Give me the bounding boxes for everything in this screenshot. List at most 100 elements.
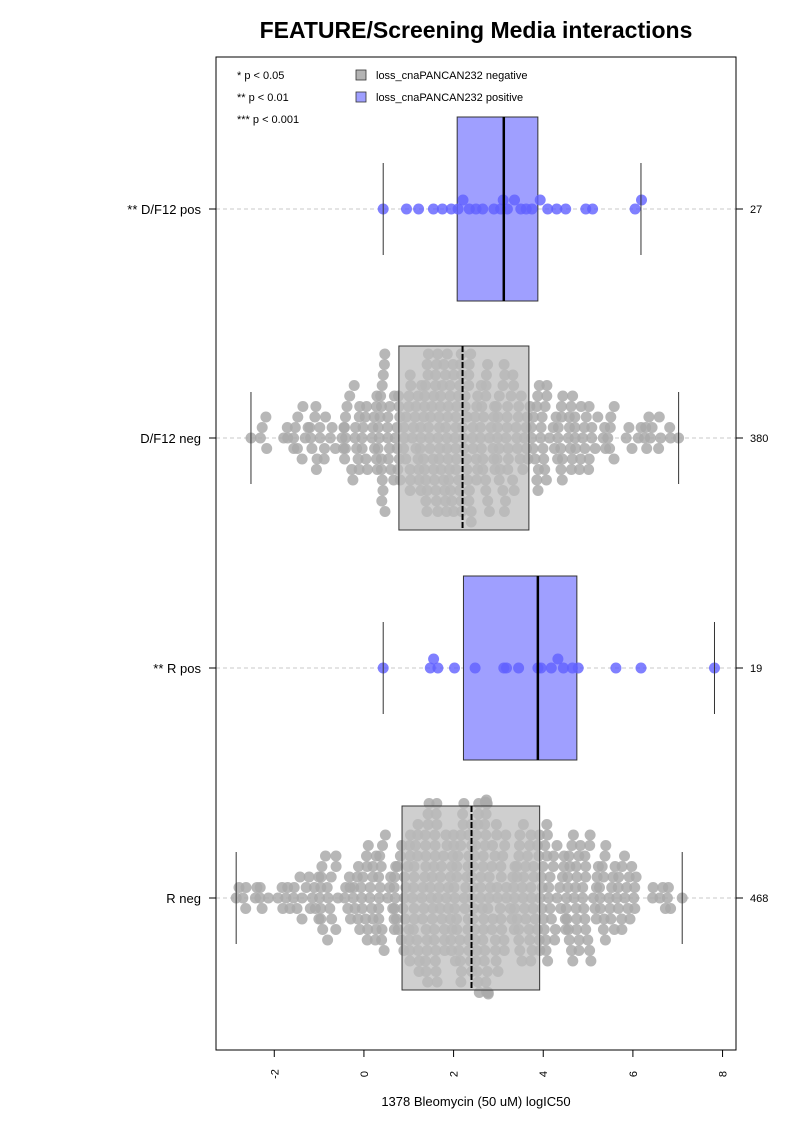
data-point-negative bbox=[360, 453, 372, 465]
data-point-negative bbox=[661, 892, 673, 904]
data-point-negative bbox=[300, 882, 312, 893]
data-point-negative bbox=[555, 464, 567, 475]
data-point-negative bbox=[376, 495, 388, 507]
data-point-negative bbox=[296, 453, 308, 465]
data-point-negative bbox=[537, 913, 549, 925]
data-point-negative bbox=[665, 903, 677, 914]
data-point-negative bbox=[580, 861, 592, 872]
data-point-positive bbox=[557, 662, 569, 674]
data-point-negative bbox=[644, 432, 656, 444]
data-point-negative bbox=[575, 453, 587, 465]
data-point-negative bbox=[543, 882, 555, 893]
data-point-negative bbox=[597, 924, 609, 935]
data-point-negative bbox=[254, 432, 266, 444]
data-point-negative bbox=[577, 892, 589, 904]
data-point-positive bbox=[427, 203, 439, 215]
data-point-negative bbox=[343, 871, 355, 883]
data-point-negative bbox=[281, 422, 293, 433]
data-point-negative bbox=[535, 432, 547, 444]
data-point-negative bbox=[288, 882, 300, 893]
data-point-negative bbox=[653, 411, 665, 423]
data-point-negative bbox=[372, 422, 384, 433]
data-point-negative bbox=[320, 850, 331, 862]
group-guide-lines bbox=[216, 208, 736, 899]
data-point-negative bbox=[563, 934, 575, 946]
data-point-negative bbox=[339, 453, 351, 465]
data-point-negative bbox=[330, 924, 342, 935]
data-point-positive bbox=[436, 203, 448, 215]
data-point-negative bbox=[324, 432, 336, 444]
data-point-negative bbox=[310, 401, 322, 412]
data-point-negative bbox=[596, 861, 608, 872]
data-point-negative bbox=[567, 390, 579, 402]
data-point-negative bbox=[339, 892, 351, 904]
data-point-negative bbox=[315, 903, 327, 914]
data-point-negative bbox=[545, 913, 557, 925]
data-point-negative bbox=[531, 401, 543, 412]
data-point-negative bbox=[303, 871, 315, 883]
data-point-negative bbox=[628, 892, 640, 904]
axes: ** D/F12 pos 27 D/F12 neg 380 ** R pos 19 R ne… bbox=[127, 202, 768, 1079]
data-point-negative bbox=[604, 443, 616, 454]
data-point-negative bbox=[604, 422, 616, 433]
data-point-negative bbox=[339, 422, 350, 433]
data-point-negative bbox=[531, 474, 543, 486]
data-point-negative bbox=[552, 432, 564, 444]
data-point-negative bbox=[547, 861, 559, 872]
data-point-negative bbox=[292, 411, 304, 423]
data-point-negative bbox=[373, 892, 385, 904]
data-point-negative bbox=[304, 422, 316, 433]
data-point-negative bbox=[612, 903, 624, 914]
data-point-negative bbox=[340, 432, 352, 444]
data-point-negative bbox=[551, 840, 563, 851]
data-point-negative bbox=[664, 422, 676, 433]
data-point-negative bbox=[340, 411, 351, 423]
data-point-negative bbox=[532, 485, 544, 496]
data-point-negative bbox=[539, 840, 551, 851]
data-point-negative bbox=[626, 861, 638, 872]
data-point-negative bbox=[536, 411, 548, 423]
data-point-negative bbox=[378, 359, 390, 370]
data-point-negative bbox=[391, 913, 402, 925]
data-point-negative bbox=[630, 871, 642, 883]
data-point-negative bbox=[256, 422, 268, 433]
data-point-negative bbox=[379, 829, 391, 841]
data-point-negative bbox=[604, 903, 616, 914]
data-point-positive bbox=[552, 653, 564, 665]
data-point-negative bbox=[549, 934, 561, 946]
data-point-negative bbox=[540, 934, 552, 946]
data-point-positive bbox=[413, 203, 425, 215]
data-point-negative bbox=[317, 924, 329, 935]
data-point-negative bbox=[392, 924, 404, 935]
data-point-negative bbox=[544, 871, 556, 883]
data-point-negative bbox=[388, 882, 400, 893]
data-point-negative bbox=[354, 924, 366, 935]
data-point-negative bbox=[527, 443, 539, 454]
data-point-negative bbox=[382, 432, 394, 444]
data-point-negative bbox=[529, 453, 541, 465]
significance-key: * p < 0.05 ** p < 0.01 *** p < 0.001 bbox=[237, 70, 299, 126]
data-point-negative bbox=[573, 945, 585, 956]
data-point-negative bbox=[373, 871, 385, 883]
data-point-negative bbox=[565, 401, 577, 412]
data-point-negative bbox=[619, 892, 631, 904]
data-point-negative bbox=[392, 861, 404, 872]
data-point-negative bbox=[552, 422, 564, 433]
data-point-negative bbox=[533, 380, 545, 391]
data-point-negative bbox=[357, 871, 369, 883]
data-point-negative bbox=[616, 924, 628, 935]
data-point-negative bbox=[602, 432, 614, 444]
data-point-positive bbox=[401, 203, 412, 215]
data-point-negative bbox=[556, 474, 568, 486]
data-point-negative bbox=[374, 850, 386, 862]
data-point-negative bbox=[571, 871, 583, 883]
data-point-negative bbox=[382, 453, 394, 465]
data-point-negative bbox=[643, 411, 655, 423]
data-point-negative bbox=[348, 380, 360, 391]
data-point-negative bbox=[309, 411, 321, 423]
data-point-negative bbox=[532, 390, 544, 402]
x-tick-label: 0 bbox=[359, 1071, 371, 1077]
data-point-negative bbox=[541, 819, 553, 830]
data-point-negative bbox=[315, 913, 327, 925]
